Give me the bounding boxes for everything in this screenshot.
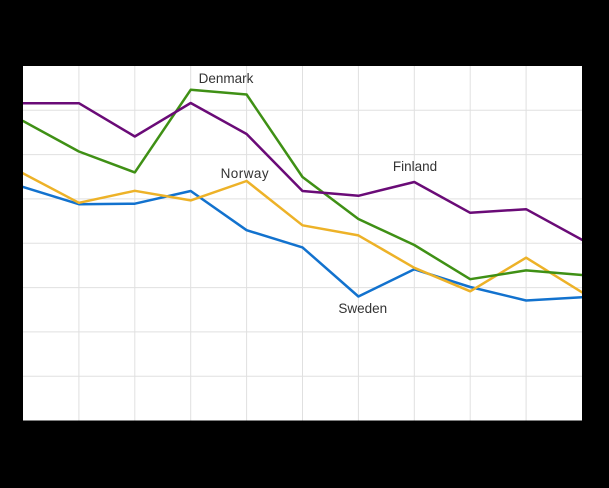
svg-text:Norway: Norway (221, 166, 269, 181)
svg-text:Denmark: Denmark (199, 71, 254, 86)
svg-text:Finland: Finland (393, 159, 437, 174)
svg-text:Sweden: Sweden (338, 301, 387, 316)
